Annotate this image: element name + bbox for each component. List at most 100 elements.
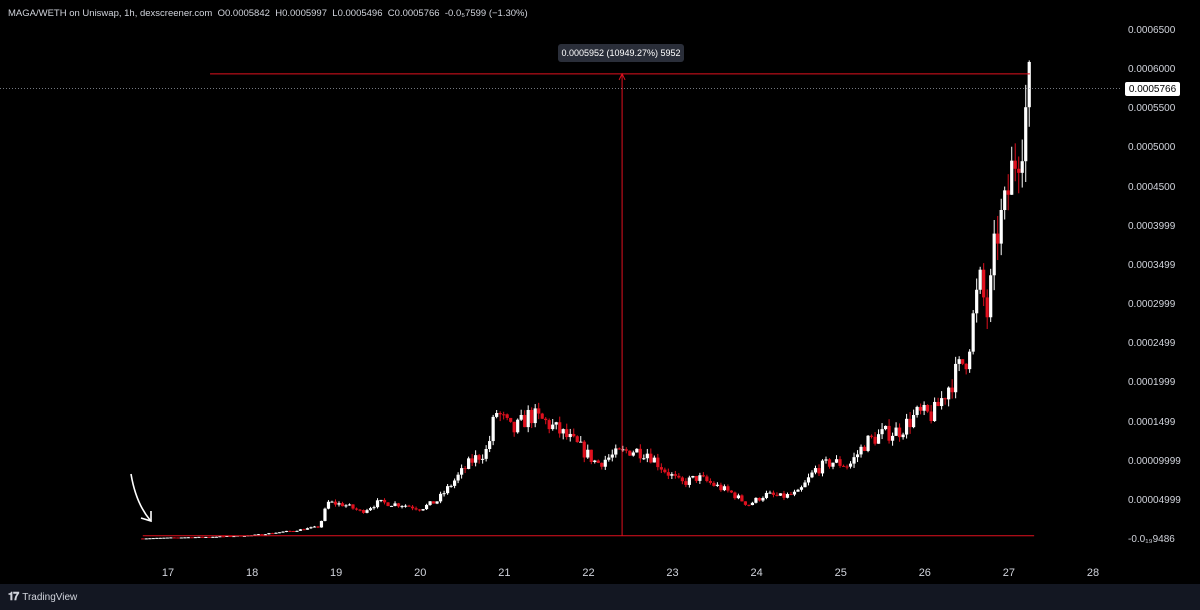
candle-body [852,457,856,464]
candle-body [561,429,565,434]
candle-body [845,466,849,468]
candle-body [1013,160,1017,169]
candle-body [165,537,169,539]
annotation-arrow-icon [130,473,151,521]
candle-body [551,424,555,430]
candle-body [715,484,719,486]
candle-body [228,535,232,537]
candle-body [260,534,264,536]
candle-body [1017,168,1021,173]
candle-body [403,505,408,507]
candle-body [526,409,530,428]
candle-body [193,537,197,539]
last-price-tag: 0.0005766 [1125,82,1180,96]
candlestick-chart[interactable] [0,0,1200,584]
candle-body [428,501,432,505]
candle-body [204,536,208,538]
candle-body [855,454,860,458]
candle-body [831,462,835,467]
candle-body [456,474,460,481]
candle-body [305,528,310,530]
y-tick-label: 0.0001999 [1128,377,1176,389]
candle-body [708,481,712,483]
candle-body [277,532,282,534]
candle-body [687,477,691,485]
candle-body [820,460,825,474]
footer-bar [0,584,1200,610]
candle-body [431,501,436,504]
candle-body [936,401,940,407]
candle-body [813,468,818,473]
candle-body [172,537,176,539]
candle-body [491,416,495,442]
candle-body [179,537,183,539]
candle-body [824,459,828,461]
candle-body [358,509,362,511]
candle-body [761,497,765,501]
candle-body [775,494,779,496]
candle-body [144,538,148,540]
candle-body [463,468,467,470]
candle-body [421,509,425,511]
candle-body [677,475,681,478]
candle-body [943,398,947,400]
candle-body [502,414,506,416]
candle-body [386,502,390,507]
candle-body [635,448,639,453]
candle-body [848,463,853,467]
candle-body [712,482,716,486]
open-value: 0.0005842 [225,8,270,19]
candle-body [733,492,737,499]
candle-body [957,359,961,364]
candle-body [568,433,572,438]
candle-body [382,499,387,503]
candle-body [488,441,492,449]
candle-body [302,529,306,531]
candle-body [295,530,299,532]
candle-body [866,435,870,451]
candle-body [610,454,614,458]
candle-body [340,503,345,507]
candle-body [460,468,464,475]
candle-body [214,536,218,538]
candle-body [897,427,902,438]
candle-body [901,434,905,438]
tradingview-brand[interactable]: 𝟏𝟕 TradingView [8,591,77,604]
candle-body [267,533,271,535]
candle-body [453,480,457,486]
candle-body [225,535,229,537]
candle-body [495,413,499,417]
candle-body [505,414,509,418]
candle-body [859,446,863,455]
candle-body [652,457,656,463]
candle-body [680,477,684,482]
candle-body [834,459,839,463]
candle-body [298,529,303,531]
candle-body [673,474,677,476]
candle-body [743,501,748,505]
candle-body [1027,61,1031,108]
y-tick-label: 0.0006000 [1128,64,1176,76]
candle-body [659,467,663,470]
x-tick-label: 23 [666,567,679,579]
candle-body [582,441,586,458]
candle-body [947,387,951,400]
annotation-arrowhead-icon [140,511,152,523]
close-value: 0.0005766 [394,8,440,19]
candle-body [253,534,257,536]
candle-body [365,510,369,513]
x-tick-label: 17 [161,567,175,579]
candle-body [771,492,776,495]
candle-body [919,406,923,411]
candle-body [281,531,285,533]
candle-body [789,494,793,496]
candle-body [151,538,155,540]
candle-body [607,457,611,460]
candle-body [186,537,190,539]
candle-body [589,449,593,462]
candle-body [337,503,341,505]
candle-body [596,460,600,463]
candle-body [705,476,709,482]
candle-body [396,503,401,507]
candle-body [316,526,320,528]
